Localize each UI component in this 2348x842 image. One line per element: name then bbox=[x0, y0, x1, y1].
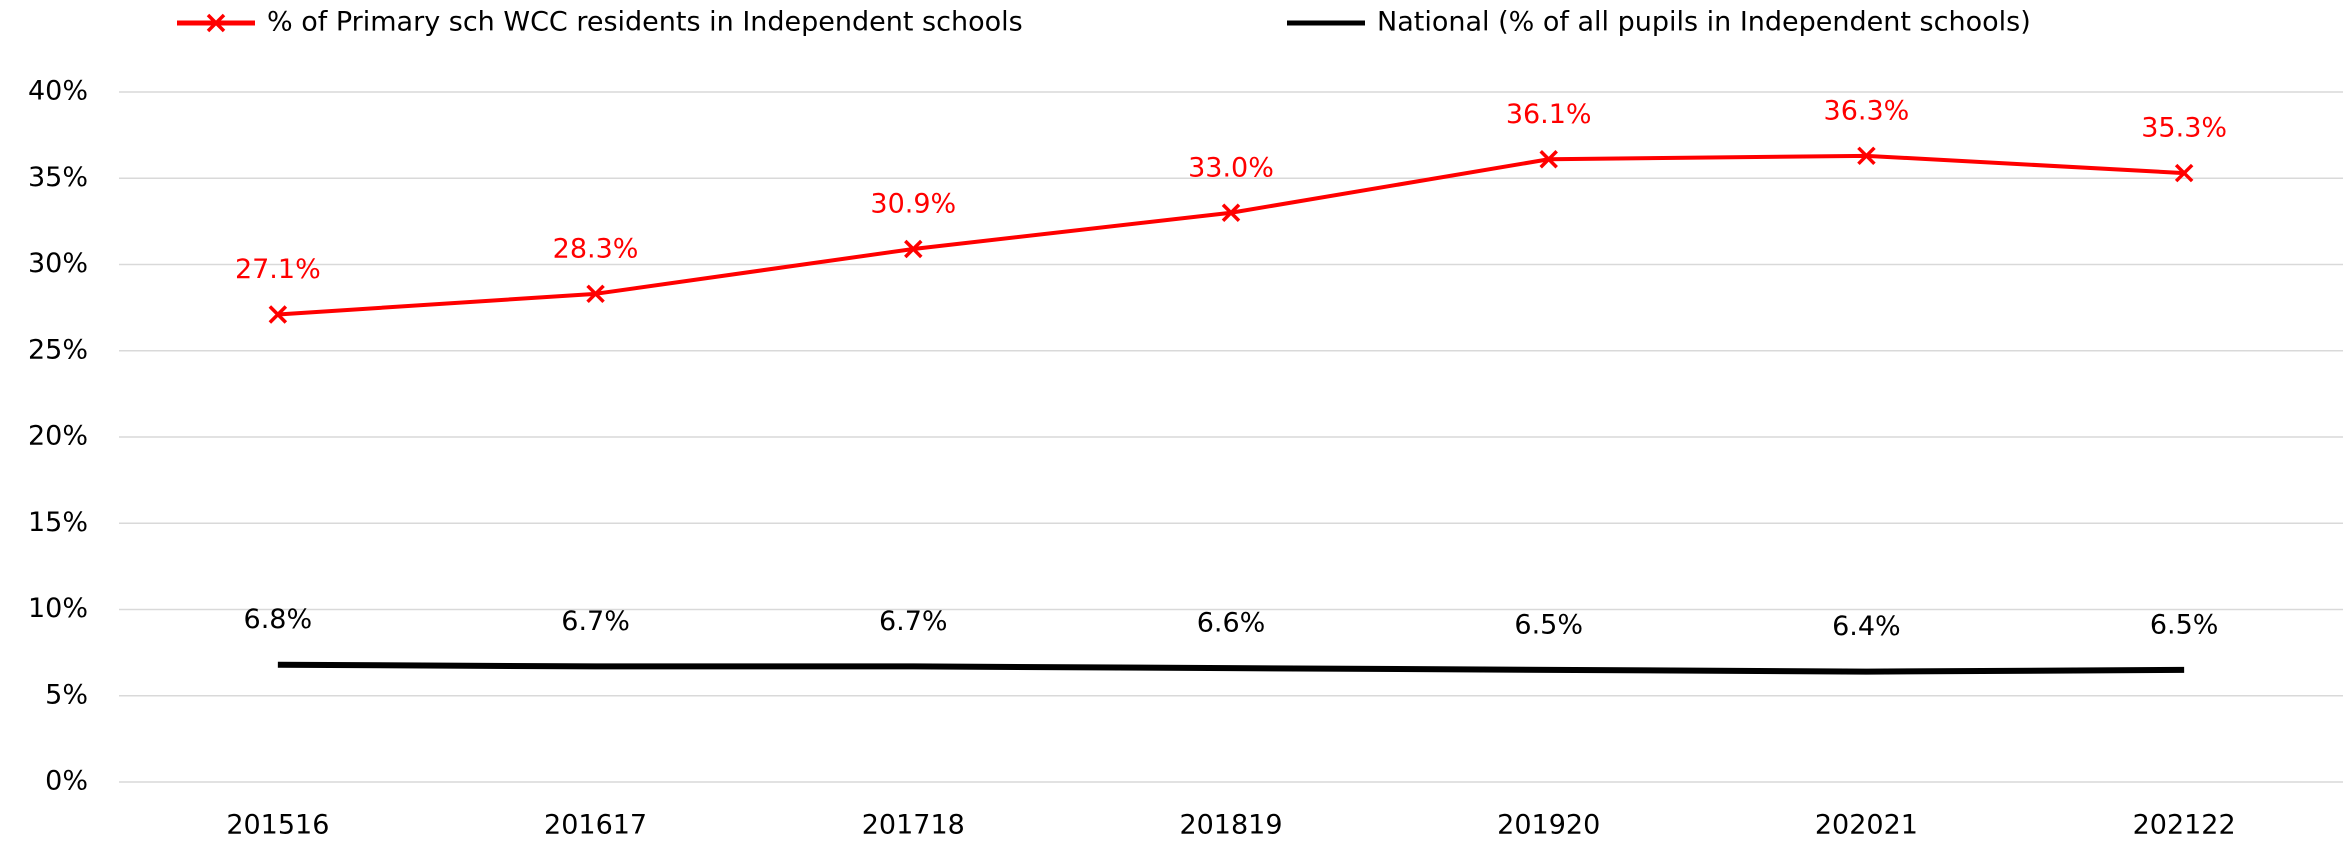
y-tick-label: 15% bbox=[28, 507, 88, 538]
x-tick-label: 201516 bbox=[226, 810, 329, 841]
data-label: 6.8% bbox=[244, 604, 313, 635]
y-tick-label: 25% bbox=[28, 334, 88, 365]
data-label: 27.1% bbox=[235, 254, 321, 285]
y-tick-label: 10% bbox=[28, 593, 88, 624]
data-label: 6.7% bbox=[561, 606, 630, 637]
y-tick-label: 5% bbox=[45, 679, 88, 710]
y-tick-label: 0% bbox=[45, 766, 88, 797]
marker bbox=[1539, 150, 1558, 169]
x-tick-label: 201617 bbox=[544, 810, 647, 841]
marker bbox=[1221, 203, 1241, 222]
x-tick-label: 202021 bbox=[1815, 810, 1918, 841]
data-label: 6.4% bbox=[1832, 611, 1901, 642]
data-label: 36.1% bbox=[1506, 99, 1592, 130]
marker bbox=[1857, 146, 1876, 166]
y-tick-label: 40% bbox=[28, 76, 88, 107]
marker bbox=[268, 305, 288, 324]
data-label: 6.7% bbox=[879, 606, 948, 637]
data-label: 6.6% bbox=[1197, 608, 1266, 639]
series-line bbox=[277, 661, 2185, 675]
data-label: 28.3% bbox=[553, 233, 639, 264]
x-tick-label: 201718 bbox=[862, 810, 965, 841]
x-tick-label: 201819 bbox=[1179, 810, 1282, 841]
data-label: 36.3% bbox=[1824, 95, 1910, 126]
y-tick-label: 35% bbox=[28, 162, 88, 193]
legend-marker bbox=[206, 13, 226, 33]
y-tick-label: 30% bbox=[28, 248, 88, 279]
marker bbox=[904, 239, 923, 259]
y-tick-label: 20% bbox=[28, 421, 88, 452]
marker bbox=[2174, 163, 2194, 183]
legend-label: % of Primary sch WCC residents in Indepe… bbox=[267, 7, 1023, 38]
data-label: 35.3% bbox=[2141, 113, 2227, 144]
x-tick-label: 202122 bbox=[2133, 810, 2236, 841]
data-label: 30.9% bbox=[870, 188, 956, 219]
marker bbox=[586, 284, 605, 304]
data-label: 33.0% bbox=[1188, 152, 1274, 183]
x-tick-label: 201920 bbox=[1497, 810, 1600, 841]
data-label: 6.5% bbox=[2150, 609, 2219, 640]
data-label: 6.5% bbox=[1514, 609, 1583, 640]
legend-label: National (% of all pupils in Independent… bbox=[1377, 7, 2031, 38]
